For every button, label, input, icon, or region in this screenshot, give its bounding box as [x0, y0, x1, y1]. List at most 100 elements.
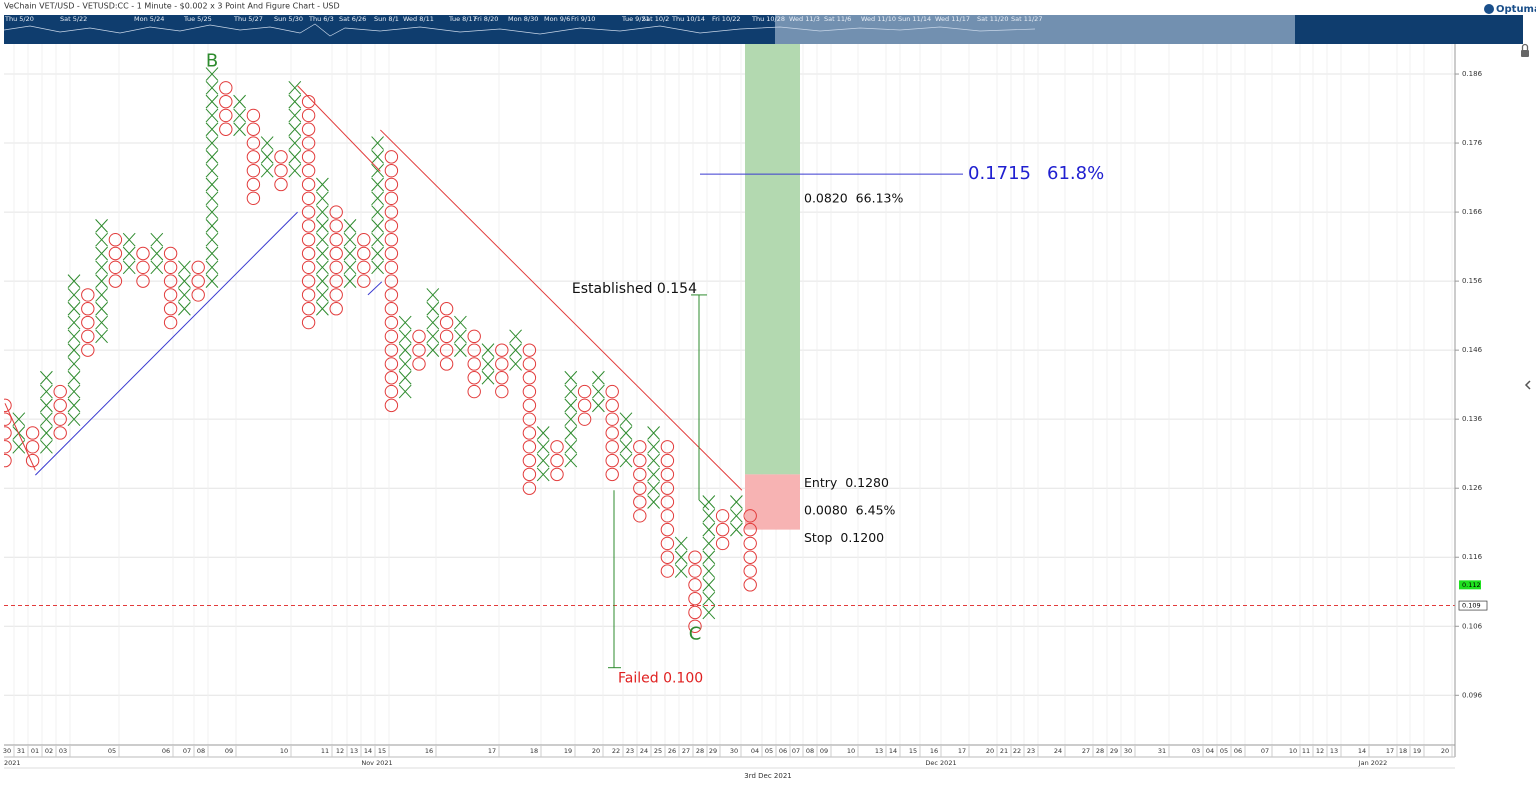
x-box [509, 343, 522, 357]
entry-label: Entry 0.1280 [804, 475, 889, 490]
o-column [384, 150, 399, 413]
o-box [688, 605, 702, 620]
x-column [674, 536, 688, 578]
x-box [205, 177, 219, 192]
o-column [605, 384, 619, 482]
o-box [550, 453, 564, 468]
o-box [743, 564, 757, 578]
o-box [25, 453, 40, 468]
o-box [467, 343, 481, 357]
x-box [67, 412, 81, 427]
x-box [536, 453, 550, 468]
x-box [122, 260, 136, 275]
o-box [384, 398, 399, 413]
x-box [536, 467, 550, 482]
o-box [633, 467, 647, 482]
x-tick-label: 06 [1234, 747, 1242, 755]
x-tick-label: 06 [162, 747, 170, 755]
x-box [95, 246, 108, 261]
x-box [702, 508, 716, 523]
y-tick-label: 0.126 [1462, 484, 1483, 492]
x-tick-label: 25 [654, 747, 662, 755]
x-column [702, 495, 716, 620]
navigator-label: Mon 5/24 [134, 15, 164, 23]
pivot-label: C [689, 624, 702, 645]
o-box [550, 467, 564, 482]
month-label: Nov 2021 [361, 759, 392, 767]
o-box [412, 357, 426, 371]
trend-line [380, 129, 743, 491]
o-box [660, 536, 675, 551]
o-box [301, 233, 316, 247]
brand-logo [1484, 4, 1494, 14]
navigator[interactable] [4, 15, 775, 44]
risk-label: 0.0080 6.45% [804, 503, 896, 518]
x-box [40, 398, 53, 413]
o-box [633, 440, 647, 454]
o-box [467, 357, 481, 371]
x-tick-label: 23 [626, 747, 634, 755]
x-tick-label: 01 [31, 747, 39, 755]
o-box [163, 288, 178, 302]
o-box [301, 136, 316, 150]
x-box [702, 564, 716, 578]
o-box [412, 329, 426, 344]
o-column [191, 260, 205, 302]
x-box [730, 508, 743, 523]
x-tick-label: 03 [59, 747, 67, 755]
o-box [384, 371, 399, 385]
x-column [619, 412, 633, 468]
x-box [288, 163, 302, 178]
x-box [371, 205, 384, 219]
x-tick-label: 20 [986, 747, 994, 755]
navigator-label: Sat 6/26 [339, 15, 366, 23]
o-box [522, 371, 537, 385]
x-box [343, 260, 357, 275]
plot-area: B C Established 0.154 Failed 0.100 0.1715 61.… [4, 44, 1455, 687]
o-box [301, 302, 316, 316]
x-box [481, 370, 495, 385]
o-box [384, 150, 399, 164]
x-box [233, 94, 246, 109]
navigator-labels: Thu 5/20 Sat 5/22 Mon 5/24 Tue 5/25 Thu 5/27… [4, 15, 1042, 23]
o-box [301, 122, 316, 136]
x-box [316, 177, 329, 192]
x-box [674, 564, 688, 578]
x-box [398, 370, 412, 385]
x-tick-label: 10 [1289, 747, 1297, 755]
o-column [412, 329, 426, 371]
x-tick-label: 16 [425, 747, 433, 755]
x-box [288, 108, 302, 123]
x-box [150, 232, 164, 247]
o-box [660, 453, 675, 468]
navigator[interactable] [1295, 15, 1523, 44]
stop-label: Stop 0.1200 [804, 530, 884, 545]
x-box [647, 467, 660, 482]
x-box [150, 246, 164, 261]
o-box [301, 246, 316, 261]
o-box [688, 591, 702, 606]
o-box [550, 440, 564, 454]
navigator-label: Tue 5/25 [183, 15, 212, 23]
x-box [371, 177, 384, 192]
o-box [357, 260, 371, 275]
o-column [163, 246, 178, 330]
x-box [592, 398, 605, 413]
o-box [136, 274, 150, 288]
o-box [384, 315, 399, 330]
lock-icon[interactable] [1521, 50, 1529, 57]
o-column [495, 343, 509, 399]
navigator-window[interactable] [775, 15, 1295, 44]
collapse-button[interactable] [1524, 380, 1531, 390]
o-box [53, 384, 67, 399]
x-box [426, 288, 440, 302]
x-box [316, 288, 329, 302]
o-column [715, 509, 730, 551]
o-box [246, 136, 261, 150]
o-box [329, 302, 343, 316]
x-box [564, 384, 578, 399]
x-box [205, 80, 219, 95]
x-box [592, 370, 605, 385]
o-box [163, 302, 178, 316]
o-box [384, 191, 399, 205]
